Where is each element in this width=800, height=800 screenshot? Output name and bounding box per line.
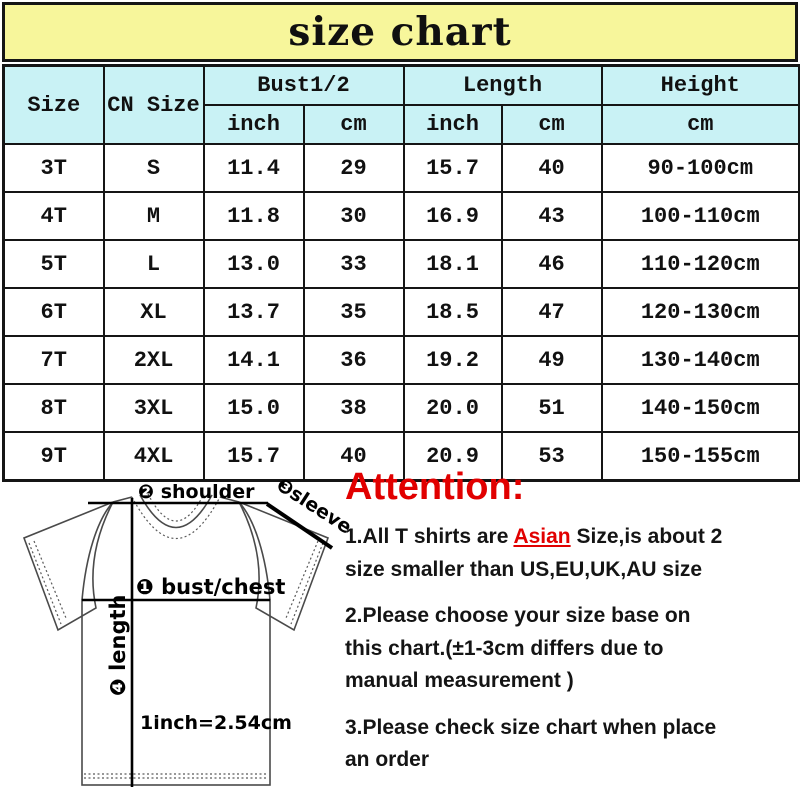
cell-bust-cm: 40 (302, 431, 405, 482)
table-row: 3T S 11.4 29 15.7 40 90-100cm (2, 143, 800, 193)
cell-length-cm: 47 (500, 287, 603, 337)
header-row-units: inch cm inch cm cm (4, 104, 800, 145)
table-row: 8T 3XL 15.0 38 20.0 51 140-150cm (2, 383, 800, 433)
cell-height: 120-130cm (600, 287, 800, 337)
cell-height: 130-140cm (600, 335, 800, 385)
cell-size: 3T (2, 143, 105, 193)
left-sleeve-stitching (28, 540, 67, 625)
table-row: 6T XL 13.7 35 18.5 47 120-130cm (2, 287, 800, 337)
col-header-bust: Bust1/2 (202, 64, 405, 106)
table-row: 7T 2XL 14.1 36 19.2 49 130-140cm (2, 335, 800, 385)
col-header-size: Size (2, 64, 105, 145)
col-header-height: Height (600, 64, 800, 106)
cell-height: 140-150cm (600, 383, 800, 433)
cell-bust-cm: 33 (302, 239, 405, 289)
cell-length-inch: 16.9 (402, 191, 503, 241)
cell-cn-size: L (102, 239, 205, 289)
cell-size: 7T (2, 335, 105, 385)
tshirt-measurement-diagram: ❷ shoulder ❸sleeve ❶ bust/chest ❹ length… (22, 474, 350, 787)
cell-bust-inch: 13.0 (202, 239, 305, 289)
cell-length-cm: 46 (500, 239, 603, 289)
tshirt-shoulder-top (112, 496, 240, 503)
page-title: size chart (288, 9, 512, 55)
sleeve-measure-line (265, 502, 334, 550)
attention-section: Attention: 1.All T shirts are Asian Size… (345, 466, 800, 791)
cell-height: 90-100cm (600, 143, 800, 193)
cell-length-cm: 43 (500, 191, 603, 241)
collar-solid-arc (139, 494, 213, 529)
cell-size: 9T (2, 431, 105, 482)
length-label: ❹ length (106, 594, 130, 696)
cell-length-inch: 18.1 (402, 239, 503, 289)
tshirt-right-torso (238, 501, 271, 601)
inch-conversion-label: 1inch=2.54cm (140, 712, 292, 734)
cell-cn-size: XL (102, 287, 205, 337)
cell-bust-cm: 30 (302, 191, 405, 241)
cell-height: 150-155cm (600, 431, 800, 482)
hem-stitching (84, 773, 268, 779)
cell-length-cm: 51 (500, 383, 603, 433)
cell-length-inch: 15.7 (402, 143, 503, 193)
cell-cn-size: 2XL (102, 335, 205, 385)
right-sleeve (238, 501, 330, 632)
col-header-length-cm: cm (500, 104, 603, 145)
attention-note-1: 1.All T shirts are Asian Size,is about 2… (345, 521, 800, 586)
cell-cn-size: M (102, 191, 205, 241)
header-row-groups: Size CN Size Bust1/2 Length Height (2, 64, 800, 145)
cell-bust-cm: 36 (302, 335, 405, 385)
cell-bust-inch: 15.7 (202, 431, 305, 482)
bust-chest-label: ❶ bust/chest (136, 575, 285, 599)
note1-asian-highlight: Asian (513, 525, 571, 548)
attention-note-2: 2.Please choose your size base on this c… (345, 604, 691, 693)
col-header-length: Length (402, 64, 603, 106)
col-header-length-inch: inch (402, 104, 503, 145)
cell-length-inch: 19.2 (402, 335, 503, 385)
col-header-bust-inch: inch (202, 104, 305, 145)
cell-length-inch: 20.9 (402, 431, 503, 482)
cell-bust-inch: 14.1 (202, 335, 305, 385)
collar-outer-dotted-arc (131, 496, 221, 539)
cell-cn-size: 3XL (102, 383, 205, 433)
left-sleeve (22, 501, 114, 632)
cell-length-cm: 49 (500, 335, 603, 385)
sleeve-label: ❸sleeve (272, 474, 350, 539)
attention-heading: Attention: (345, 466, 525, 508)
cell-bust-inch: 13.7 (202, 287, 305, 337)
cell-bust-inch: 11.8 (202, 191, 305, 241)
cell-size: 5T (2, 239, 105, 289)
table-row: 4T M 11.8 30 16.9 43 100-110cm (2, 191, 800, 241)
cell-length-inch: 20.0 (402, 383, 503, 433)
cell-size: 4T (2, 191, 105, 241)
table-row: 5T L 13.0 33 18.1 46 110-120cm (2, 239, 800, 289)
col-header-bust-cm: cm (302, 104, 405, 145)
cell-height: 100-110cm (600, 191, 800, 241)
cell-bust-cm: 38 (302, 383, 405, 433)
note1-prefix: 1.All T shirts are (345, 525, 514, 548)
cell-height: 110-120cm (600, 239, 800, 289)
col-header-height-cm: cm (600, 104, 800, 145)
size-table: Size CN Size Bust1/2 Length Height inch … (2, 64, 800, 482)
cell-size: 6T (2, 287, 105, 337)
cell-bust-inch: 11.4 (202, 143, 305, 193)
cell-length-inch: 18.5 (402, 287, 503, 337)
cell-bust-inch: 15.0 (202, 383, 305, 433)
right-sleeve-stitching (285, 540, 324, 625)
cell-bust-cm: 35 (302, 287, 405, 337)
attention-note-3: 3.Please check size chart when place an … (345, 715, 717, 772)
cell-bust-cm: 29 (302, 143, 405, 193)
cell-length-cm: 40 (500, 143, 603, 193)
col-header-cn-size: CN Size (102, 64, 205, 145)
tshirt-left-torso (81, 501, 114, 601)
cell-length-cm: 53 (500, 431, 603, 482)
shoulder-label: ❷ shoulder (138, 481, 255, 503)
note1-suffix: Size,is about 2 size smaller than US,EU,… (345, 525, 723, 581)
title-banner: size chart (2, 2, 798, 62)
cell-cn-size: S (102, 143, 205, 193)
cell-size: 8T (2, 383, 105, 433)
cell-cn-size: 4XL (102, 431, 205, 482)
size-table-header: Size CN Size Bust1/2 Length Height inch … (2, 64, 800, 145)
table-row: 9T 4XL 15.7 40 20.9 53 150-155cm (2, 431, 800, 482)
